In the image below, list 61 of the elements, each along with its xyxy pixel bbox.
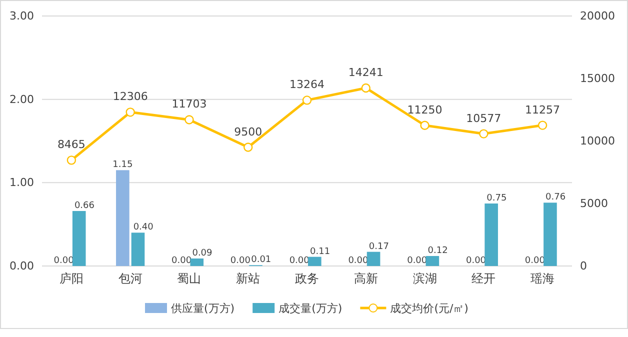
data-label: 0.75	[486, 194, 507, 204]
y-tick-label: 0.00	[10, 260, 34, 273]
data-label: 0.11	[310, 246, 330, 257]
x-tick-label: 政务	[295, 272, 319, 286]
y-tick-label: 3.00	[10, 10, 34, 23]
bar	[308, 256, 322, 266]
point	[538, 120, 548, 130]
data-label: 0.66	[74, 201, 95, 211]
y-tick-label: 2.00	[10, 92, 34, 106]
data-label: 0.76	[546, 192, 566, 203]
data-label: 9500	[234, 125, 262, 138]
y-tick-label: 1.00	[10, 176, 34, 190]
data-label: 8465	[57, 138, 86, 152]
x-tick-label: 经开	[472, 272, 496, 286]
data-label: 11250	[407, 103, 442, 116]
data-label: 0.12	[428, 246, 448, 256]
y2-tick-label: 10000	[580, 134, 615, 148]
point	[126, 108, 135, 117]
legend-label: 供应量(万方)	[171, 302, 235, 315]
x-tick-label: 滨湖	[412, 272, 437, 286]
bar	[72, 211, 86, 266]
data-label: 11257	[525, 103, 560, 116]
x-tick-label: 瑶海	[530, 272, 555, 286]
x-tick-label: 蜀山	[177, 272, 202, 286]
point	[184, 115, 194, 124]
data-label: 0.40	[133, 222, 154, 233]
data-label: 0.00	[407, 256, 428, 266]
data-label: 10577	[466, 112, 502, 125]
data-label: 0.17	[368, 242, 389, 252]
y2-tick-label: 5000	[580, 197, 608, 210]
point	[66, 156, 76, 165]
data-label: 13264	[290, 78, 324, 92]
data-label: 0.00	[230, 256, 251, 266]
y2-tick-label: 20000	[580, 10, 615, 23]
bar	[366, 252, 380, 266]
y2-tick-label: 0	[580, 260, 587, 273]
point	[479, 129, 488, 138]
point	[244, 142, 253, 152]
data-label: 0.09	[192, 248, 213, 258]
data-label: 1.15	[112, 160, 133, 170]
bar	[544, 202, 557, 266]
bar	[116, 170, 130, 266]
data-label: 14241	[348, 66, 384, 79]
data-label: 0.00	[348, 256, 369, 266]
bar	[131, 232, 145, 266]
data-label: 12306	[112, 90, 148, 104]
x-tick-label: 高新	[354, 272, 378, 286]
x-tick-label: 新站	[236, 272, 260, 286]
point	[361, 83, 370, 93]
data-label: 0.01	[251, 255, 272, 266]
y2-tick-label: 15000	[580, 72, 615, 86]
x-tick-label: 庐阳	[59, 272, 84, 286]
bar	[484, 204, 498, 266]
legend-label: 成交均价(元/㎡)	[390, 302, 468, 315]
bar	[190, 258, 204, 266]
x-tick-label: 包河	[118, 272, 142, 286]
data-label: 11703	[172, 98, 207, 111]
bar	[426, 256, 440, 266]
point	[420, 120, 430, 130]
legend-label: 成交量(万方)	[278, 302, 342, 315]
point	[302, 96, 312, 105]
